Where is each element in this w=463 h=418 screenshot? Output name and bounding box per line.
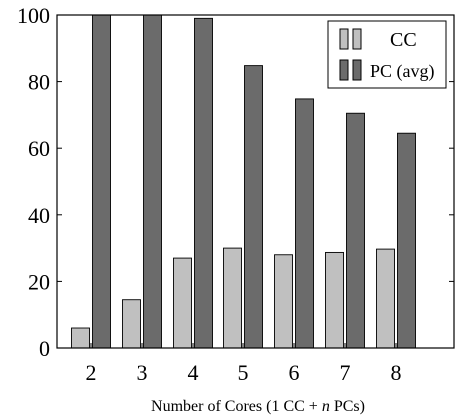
legend-swatch-cc-1 xyxy=(339,28,349,50)
bar-pc-8 xyxy=(397,132,416,349)
x-tick-label-7: 7 xyxy=(340,360,351,385)
x-axis-label-variable: n xyxy=(322,398,330,415)
bar-pc-4 xyxy=(194,17,213,349)
y-tick-label-40: 40 xyxy=(28,203,50,228)
x-tick-label-6: 6 xyxy=(289,360,300,385)
bar-cc-3 xyxy=(122,299,141,349)
bar-cc-8 xyxy=(376,248,395,349)
x-axis-label: Number of Cores (1 CC + n PCs) xyxy=(151,398,365,415)
bar-pc-6 xyxy=(295,98,314,349)
bar-pc-5 xyxy=(244,65,263,349)
legend-label-cc: CC xyxy=(390,29,417,51)
bar-cc-4 xyxy=(173,257,192,349)
x-tick-label-5: 5 xyxy=(238,360,249,385)
legend: CC PC (avg) xyxy=(327,20,447,89)
x-tick-label-4: 4 xyxy=(188,360,199,385)
legend-swatch-pc-1 xyxy=(339,59,349,81)
plot-frame xyxy=(56,14,455,349)
x-tick-label-8: 8 xyxy=(391,360,402,385)
x-tick-label-2: 2 xyxy=(86,360,97,385)
bar-cc-5 xyxy=(223,247,242,349)
legend-label-pc: PC (avg) xyxy=(370,61,435,82)
x-axis-label-part-1: Number of Cores (1 CC + xyxy=(151,398,322,415)
bars-group xyxy=(71,14,416,349)
x-tick-label-3: 3 xyxy=(137,360,148,385)
bar-cc-2 xyxy=(71,327,90,349)
bar-pc-2 xyxy=(92,14,111,349)
y-tick-label-60: 60 xyxy=(28,136,50,161)
bar-pc-7 xyxy=(346,112,365,349)
y-tick-label-80: 80 xyxy=(28,70,50,95)
x-axis-label-part-2: PCs) xyxy=(330,398,365,415)
y-tick-label-100: 100 xyxy=(17,3,50,28)
x-axis-ticks: 2 3 4 5 6 7 8 xyxy=(86,343,402,385)
bar-pc-3 xyxy=(143,14,162,349)
y-axis-ticks: 0 20 40 60 80 100 xyxy=(17,3,454,361)
legend-swatch-cc-2 xyxy=(352,28,362,50)
y-tick-label-20: 20 xyxy=(28,269,50,294)
bar-cc-7 xyxy=(325,251,344,349)
legend-swatch-pc-2 xyxy=(352,59,362,81)
bar-cc-6 xyxy=(274,254,293,349)
y-tick-label-0: 0 xyxy=(39,336,50,361)
